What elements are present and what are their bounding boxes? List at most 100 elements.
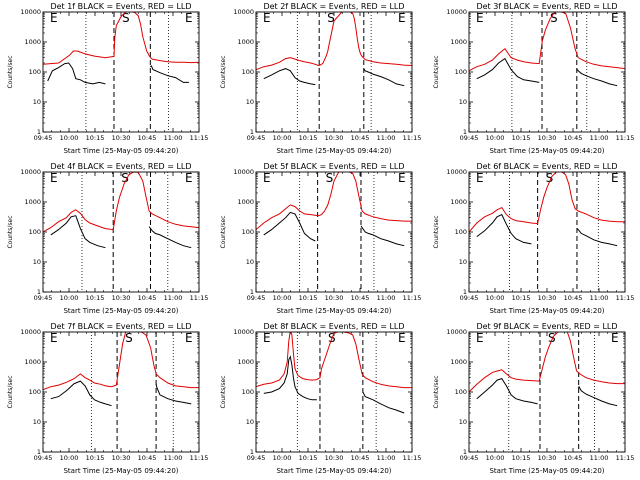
detector-chart-9: Det 9f BLACK = Events, RED = LLD Counts/s… [433,322,634,475]
y-tick-label: 10000 [233,328,254,336]
y-tick-label: 1000 [237,358,254,366]
x-axis-label: Start Time (25-May-05 09:44:20) [276,307,391,315]
y-tick-label: 1000 [450,198,467,206]
interval-marker: S [125,331,133,345]
lld-series-line [43,172,199,233]
chart-title: Det 2f BLACK = Events, RED = LLD [263,2,404,11]
x-tick-label: 10:30 [538,294,557,302]
lld-series-line [256,332,412,389]
x-tick-label: 10:15 [86,454,105,462]
events-series-line [263,68,316,86]
plot-frame [468,331,626,453]
events-series-line [363,68,405,87]
x-axis-label: Start Time (25-May-05 09:44:20) [63,467,178,475]
detector-chart-5: Det 5f BLACK = Events, RED = LLD Counts/s… [220,162,421,315]
x-tick-label: 10:15 [512,454,531,462]
chart-title: Det 6f BLACK = Events, RED = LLD [476,162,617,171]
interval-marker: E [476,11,484,25]
x-axis-label: Start Time (25-May-05 09:44:20) [489,147,604,155]
detector-panel-4: Det 4f BLACK = Events, RED = LLD Counts/s… [0,160,213,320]
y-tick-label: 10000 [20,168,41,176]
interval-marker: S [122,11,130,25]
lld-series-line [469,332,625,393]
x-tick-label: 11:00 [590,294,609,302]
x-tick-label: 09:45 [34,294,53,302]
interval-marker: S [548,331,556,345]
chart-title: Det 1f BLACK = Events, RED = LLD [50,2,191,11]
detector-chart-4: Det 4f BLACK = Events, RED = LLD Counts/s… [7,162,208,315]
y-tick-label: 1 [37,288,41,296]
detector-panel-2: Det 2f BLACK = Events, RED = LLD Counts/s… [213,0,426,160]
x-tick-label: 10:00 [60,454,79,462]
interval-marker: S [327,11,335,25]
x-tick-label: 10:45 [351,294,370,302]
x-tick-label: 10:00 [60,134,79,142]
lld-series-line [469,172,625,233]
y-tick-label: 10000 [20,8,41,16]
x-tick-label: 09:45 [460,294,479,302]
interval-marker: E [263,171,271,185]
plot-frame [468,171,626,293]
y-tick-label: 1 [250,128,254,136]
x-tick-label: 10:15 [86,294,105,302]
detector-chart-8: Det 8f BLACK = Events, RED = LLD Counts/s… [220,322,422,475]
x-tick-label: 10:15 [86,134,105,142]
x-tick-label: 10:00 [273,134,292,142]
x-tick-label: 11:15 [403,134,422,142]
y-tick-label: 10000 [446,168,467,176]
x-tick-label: 10:00 [486,294,505,302]
x-tick-label: 11:00 [164,454,183,462]
y-tick-label: 1000 [450,38,467,46]
x-tick-label: 09:45 [460,454,479,462]
detector-panel-6: Det 6f BLACK = Events, RED = LLD Counts/s… [426,160,639,320]
y-tick-label: 10000 [446,8,467,16]
x-tick-label: 11:00 [164,294,183,302]
plot-frame [468,11,626,133]
plot-frame [42,171,200,293]
y-tick-label: 100 [242,228,254,236]
x-tick-label: 11:15 [190,454,209,462]
chart-title: Det 9f BLACK = Events, RED = LLD [476,322,617,331]
y-tick-label: 1 [37,128,41,136]
y-tick-label: 100 [455,388,467,396]
events-series-line [148,226,192,249]
plot-frame [42,331,200,453]
events-series-line [47,62,106,85]
interval-marker: E [50,331,58,345]
y-tick-label: 10000 [20,328,41,336]
x-axis-label: Start Time (25-May-05 09:44:20) [63,307,178,315]
x-tick-label: 10:30 [325,454,344,462]
detector-panel-3: Det 3f BLACK = Events, RED = LLD Counts/s… [426,0,639,160]
y-tick-label: 1 [463,448,467,456]
events-series-line [155,384,192,405]
x-tick-label: 09:45 [460,134,479,142]
x-tick-label: 10:00 [273,454,292,462]
x-tick-label: 10:00 [486,454,505,462]
x-tick-label: 10:00 [273,294,292,302]
y-tick-label: 1 [463,128,467,136]
events-series-line [263,211,316,242]
x-axis-label: Start Time (25-May-05 09:44:20) [489,467,604,475]
x-tick-label: 10:45 [564,134,583,142]
events-series-line [360,225,405,247]
x-tick-label: 11:00 [164,134,183,142]
y-tick-label: 10000 [233,8,254,16]
y-tick-label: 10 [33,258,41,266]
y-tick-label: 1000 [450,358,467,366]
events-series-line [476,57,540,83]
y-tick-label: 1000 [237,198,254,206]
y-tick-label: 10 [246,258,254,266]
detector-chart-1: Det 1f BLACK = Events, RED = LLD Counts/s… [7,2,208,155]
interval-marker: E [263,11,271,25]
x-tick-label: 11:15 [403,454,422,462]
x-tick-label: 10:45 [351,134,370,142]
x-tick-label: 10:00 [60,294,79,302]
interval-marker: E [185,331,193,345]
x-tick-label: 11:15 [616,134,635,142]
events-series-line [576,68,618,87]
y-axis-label: Counts/sec [433,375,440,408]
y-tick-label: 100 [242,68,254,76]
chart-title: Det 5f BLACK = Events, RED = LLD [263,162,404,171]
lld-series-line [256,12,412,71]
